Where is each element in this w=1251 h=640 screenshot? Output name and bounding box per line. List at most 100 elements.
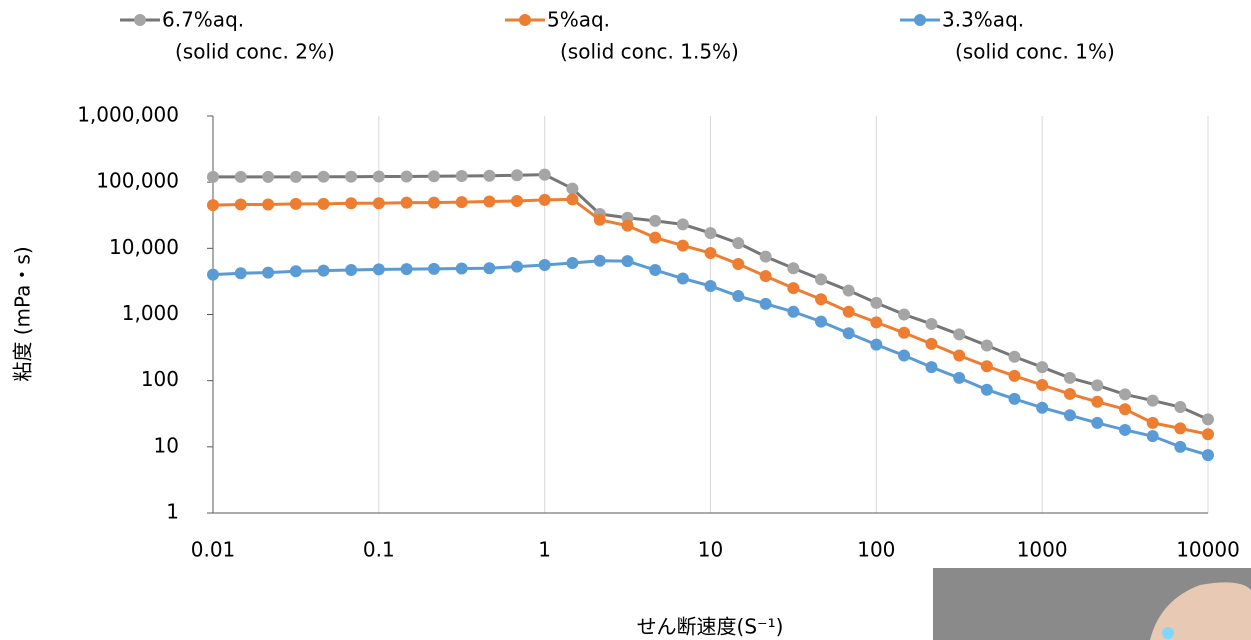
data-point (207, 170, 219, 183)
data-point (704, 247, 717, 260)
data-point (566, 193, 579, 206)
data-point (427, 170, 440, 183)
legend-marker (519, 14, 531, 26)
data-point (1091, 416, 1104, 429)
data-point (234, 170, 247, 183)
data-point (1174, 422, 1187, 435)
data-point (593, 213, 606, 226)
y-tick-label: 100,000 (96, 169, 179, 193)
data-point (1063, 387, 1076, 400)
x-tick-label: 0.01 (191, 538, 236, 562)
data-point (1008, 369, 1021, 382)
data-point (345, 170, 358, 183)
data-point (538, 258, 551, 271)
data-point (317, 197, 330, 210)
data-point (1146, 416, 1159, 429)
data-point (1063, 409, 1076, 422)
data-point (1119, 388, 1132, 401)
data-point (842, 327, 855, 340)
data-point (1174, 400, 1187, 413)
data-point (317, 170, 330, 183)
data-point (842, 305, 855, 318)
data-point (787, 282, 800, 295)
y-tick-label: 1,000 (122, 301, 179, 325)
data-point (1146, 430, 1159, 443)
data-point (953, 371, 966, 384)
data-point (787, 305, 800, 318)
data-point (925, 361, 938, 374)
x-tick-label: 1 (538, 538, 551, 562)
data-point (262, 198, 275, 211)
legend-note: (solid conc. 1%) (955, 40, 1115, 64)
data-point (455, 196, 468, 209)
data-point (759, 250, 772, 263)
data-point (925, 337, 938, 350)
data-point (649, 264, 662, 277)
data-point (1119, 423, 1132, 436)
legend-marker (134, 14, 146, 26)
data-point (289, 170, 302, 183)
data-point (566, 257, 579, 270)
data-point (815, 293, 828, 306)
data-point (649, 231, 662, 244)
data-point (953, 349, 966, 362)
data-point (870, 338, 883, 351)
data-point (1119, 403, 1132, 416)
data-point (400, 170, 413, 183)
y-tick-label: 100 (141, 367, 179, 391)
data-point (262, 266, 275, 279)
data-point (400, 196, 413, 209)
data-point (898, 326, 911, 339)
y-tick-label: 1 (166, 500, 179, 524)
data-point (980, 360, 993, 373)
legend-label: 6.7%aq. (162, 8, 244, 32)
legend-label: 5%aq. (547, 8, 610, 32)
data-point (455, 169, 468, 182)
data-point (1036, 401, 1049, 414)
data-point (593, 254, 606, 267)
data-point (400, 263, 413, 276)
x-tick-label: 100 (857, 538, 895, 562)
data-point (289, 265, 302, 278)
data-point (483, 262, 496, 275)
data-point (372, 170, 385, 183)
data-point (510, 169, 523, 182)
data-point (455, 262, 468, 275)
data-point (925, 317, 938, 330)
legend-note: (solid conc. 2%) (175, 40, 335, 64)
data-point (483, 169, 496, 182)
data-point (289, 197, 302, 210)
data-point (1146, 394, 1159, 407)
data-point (372, 263, 385, 276)
data-point (759, 297, 772, 310)
data-point (1174, 440, 1187, 453)
data-point (1036, 361, 1049, 374)
y-tick-label: 1,000,000 (77, 103, 179, 127)
data-point (621, 219, 634, 232)
data-point (317, 264, 330, 277)
data-point (1008, 350, 1021, 363)
data-point (510, 260, 523, 273)
data-point (870, 316, 883, 329)
x-axis-title: せん断速度(S⁻¹) (637, 615, 784, 639)
data-point (1091, 379, 1104, 392)
data-point (1202, 413, 1214, 426)
photo (933, 568, 1251, 640)
data-point (427, 262, 440, 275)
data-point (980, 339, 993, 352)
data-point (207, 268, 219, 281)
data-point (345, 197, 358, 210)
y-axis-title: 粘度 (mPa・s) (11, 246, 35, 381)
data-point (538, 168, 551, 181)
data-point (1202, 449, 1214, 462)
data-point (621, 255, 634, 268)
data-point (1008, 392, 1021, 405)
data-point (676, 239, 689, 252)
x-tick-label: 10000 (1176, 538, 1240, 562)
data-point (262, 170, 275, 183)
data-point (815, 273, 828, 286)
data-point (787, 262, 800, 275)
x-tick-label: 0.1 (363, 538, 395, 562)
data-point (234, 267, 247, 280)
legend-note: (solid conc. 1.5%) (560, 40, 739, 64)
